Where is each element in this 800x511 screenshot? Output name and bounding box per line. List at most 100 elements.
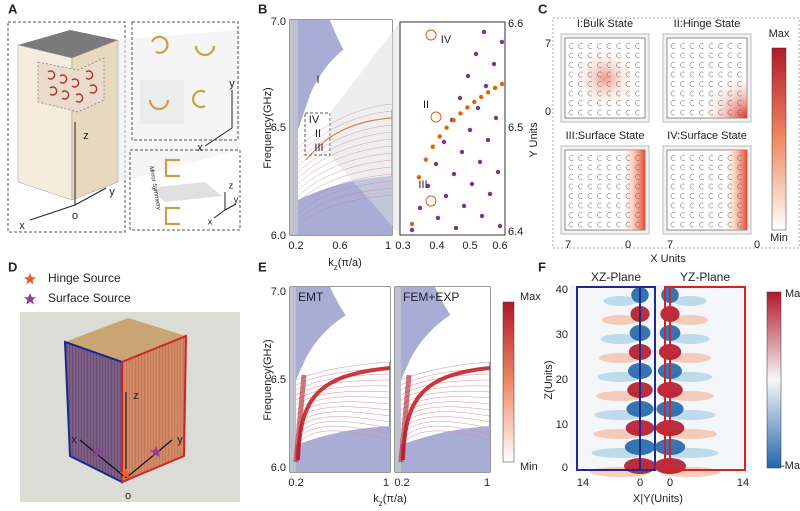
surface-dot — [444, 125, 449, 130]
cell-glyph — [568, 62, 574, 68]
band-dot — [461, 203, 467, 209]
cell-glyph — [737, 81, 742, 87]
cell-glyph — [670, 164, 676, 171]
cell-glyph — [699, 100, 704, 106]
cell-glyph — [699, 71, 704, 78]
cell-glyph — [597, 193, 602, 199]
surface-dot — [472, 99, 477, 105]
band-line — [400, 430, 491, 446]
cell-glyph — [635, 221, 640, 228]
x-tick-label: 0.3 — [395, 240, 410, 252]
x-tick-label: 0 — [754, 239, 760, 251]
axis-label: y — [109, 186, 115, 198]
cell-glyph — [680, 183, 685, 190]
surface-star — [92, 446, 104, 458]
cell-glyph — [587, 183, 593, 190]
cell-glyph — [670, 100, 676, 106]
band-dot — [499, 39, 505, 45]
x-tick-label: 0.2 — [288, 477, 303, 489]
cell-glyph — [635, 43, 640, 49]
x-axis-label: X|Y(Units) — [633, 493, 683, 505]
cell-glyph — [597, 100, 602, 106]
cell-glyph — [718, 81, 723, 87]
cell-glyph — [635, 174, 640, 180]
cell-glyph — [708, 193, 714, 199]
panel-label: B — [258, 1, 267, 16]
bulk-band — [298, 20, 392, 130]
cell-glyph — [708, 202, 714, 209]
cell-glyph — [670, 81, 676, 87]
axis-label: x — [71, 434, 77, 446]
cell-glyph — [606, 183, 612, 190]
band-line — [297, 180, 393, 215]
x-tick-label: 7 — [565, 239, 571, 251]
colorbar-label: Max — [785, 288, 800, 300]
cell-glyph — [680, 52, 685, 59]
cell-glyph — [635, 183, 640, 190]
band-line — [295, 430, 391, 446]
cell-glyph — [670, 90, 676, 97]
band-line — [297, 173, 393, 209]
band-line — [297, 159, 393, 197]
cell-glyph — [737, 221, 742, 228]
cell-glyph — [680, 109, 685, 116]
cell-glyph — [680, 212, 685, 218]
cell-glyph — [727, 202, 733, 209]
axis-label: o — [125, 490, 131, 502]
cell-glyph — [578, 174, 583, 180]
subplot-title: II:Hinge State — [674, 18, 741, 30]
colorbar-label: Max — [520, 291, 541, 303]
cell-glyph — [699, 174, 704, 180]
state-label: IV — [441, 34, 452, 46]
cell-glyph — [635, 155, 640, 161]
cell-glyph — [670, 71, 676, 78]
x-axis-label: kz(π/a) — [373, 493, 407, 508]
band-dot — [425, 183, 431, 189]
cell-glyph — [699, 43, 704, 49]
cell-glyph — [606, 212, 612, 218]
band-dot — [433, 161, 439, 167]
axis-label: x — [19, 220, 25, 232]
state-label: II — [423, 99, 429, 111]
cell-glyph — [587, 71, 593, 78]
cell-glyph — [708, 183, 714, 190]
cell-glyph — [587, 62, 593, 68]
cell-glyph — [606, 52, 612, 59]
cell-glyph — [568, 164, 574, 171]
cell-glyph — [587, 52, 593, 59]
band-dot — [495, 169, 501, 175]
cell-glyph — [616, 155, 621, 161]
x-tick-label: 0.2 — [288, 240, 303, 252]
right-face — [121, 334, 188, 484]
gap — [435, 287, 490, 362]
cell-glyph — [606, 90, 612, 97]
cell-glyph — [606, 155, 612, 161]
y-tick-label: 0 — [545, 106, 551, 118]
axis-label-part: z — [334, 263, 338, 272]
x-tick-label: 14 — [737, 477, 749, 489]
cell-glyph — [578, 100, 583, 106]
cell-glyph — [578, 155, 583, 161]
panel-d — [20, 273, 240, 502]
cell-glyph — [708, 221, 714, 228]
x-tick-label: 0.5 — [462, 240, 477, 252]
cell-glyph — [737, 212, 742, 218]
cell-glyph — [689, 43, 695, 49]
cell-glyph — [727, 109, 733, 116]
cell-glyph — [708, 71, 714, 78]
cell-glyph — [635, 202, 640, 209]
subplot-title: XZ-Plane — [591, 270, 641, 284]
y-tick-label: 10 — [556, 419, 568, 431]
cell-glyph — [597, 109, 602, 116]
cell-glyph — [670, 52, 676, 59]
cell-glyph — [616, 43, 621, 49]
colorbar — [502, 301, 515, 463]
cell-glyph — [625, 43, 631, 49]
cell-glyph — [708, 164, 714, 171]
cell-glyph — [699, 202, 704, 209]
cell-glyph — [708, 90, 714, 97]
band-dot — [443, 193, 449, 199]
x-axis-label: X Units — [650, 253, 686, 265]
surface-dot — [458, 111, 463, 116]
x-tick-label: 0.2 — [394, 477, 409, 489]
